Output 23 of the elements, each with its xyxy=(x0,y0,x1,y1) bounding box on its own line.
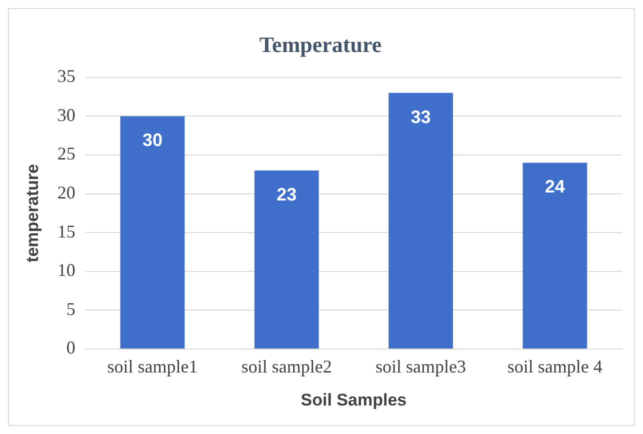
y-tick-label: 10 xyxy=(57,260,76,280)
bar xyxy=(254,170,319,348)
data-label: 23 xyxy=(276,184,297,204)
y-tick-label: 30 xyxy=(57,104,76,125)
y-axis-title: temperature xyxy=(22,164,42,262)
x-tick-label: soil sample2 xyxy=(241,356,332,377)
y-tick-label: 5 xyxy=(66,298,76,319)
y-tick-label: 20 xyxy=(57,182,76,203)
chart-title: Temperature xyxy=(259,32,382,57)
x-tick-label: soil sample3 xyxy=(376,356,466,377)
data-label: 30 xyxy=(142,130,162,150)
y-tick-label: 0 xyxy=(66,338,76,358)
x-tick-label: soil sample1 xyxy=(107,356,198,377)
x-axis-title: Soil Samples xyxy=(300,390,407,410)
bar xyxy=(522,162,588,348)
data-label: 24 xyxy=(544,176,565,197)
data-label: 33 xyxy=(410,106,431,127)
x-tick-label: soil sample 4 xyxy=(507,356,602,377)
y-tick-label: 25 xyxy=(57,144,76,164)
bar xyxy=(120,116,185,348)
bar xyxy=(388,92,453,348)
y-tick-label: 35 xyxy=(57,66,76,86)
y-tick-label: 15 xyxy=(57,221,76,242)
